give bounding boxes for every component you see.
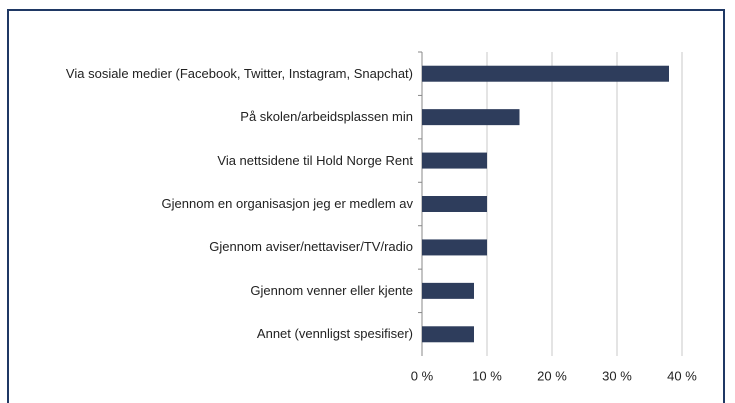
y-tick-label: Via sosiale medier (Facebook, Twitter, I…	[65, 65, 413, 81]
bar	[422, 282, 474, 299]
y-tick-label: Via nettsidene til Hold Norge Rent	[217, 152, 413, 168]
y-tick-label: Gjennom en organisasjon jeg er medlem av	[161, 196, 413, 211]
x-tick-label: 10 %	[472, 368, 502, 383]
y-tick-label: Gjennom aviser/nettaviser/TV/radio	[209, 239, 413, 255]
bar	[422, 109, 520, 126]
x-tick-label: 20 %	[537, 368, 567, 383]
x-tick-label: 30 %	[602, 368, 632, 383]
bar	[422, 152, 487, 169]
y-tick-label: Annet (vennligst spesifiser)	[256, 326, 413, 342]
bar	[422, 65, 669, 82]
frame	[7, 9, 725, 403]
x-tick-label: 0 %	[411, 368, 434, 383]
y-tick-label: Gjennom venner eller kjente	[250, 282, 413, 298]
bar	[422, 196, 487, 212]
y-tick-label: På skolen/arbeidsplassen min	[240, 109, 413, 125]
x-tick-label: 40 %	[667, 368, 697, 383]
bar	[422, 326, 474, 343]
bar	[422, 239, 487, 256]
